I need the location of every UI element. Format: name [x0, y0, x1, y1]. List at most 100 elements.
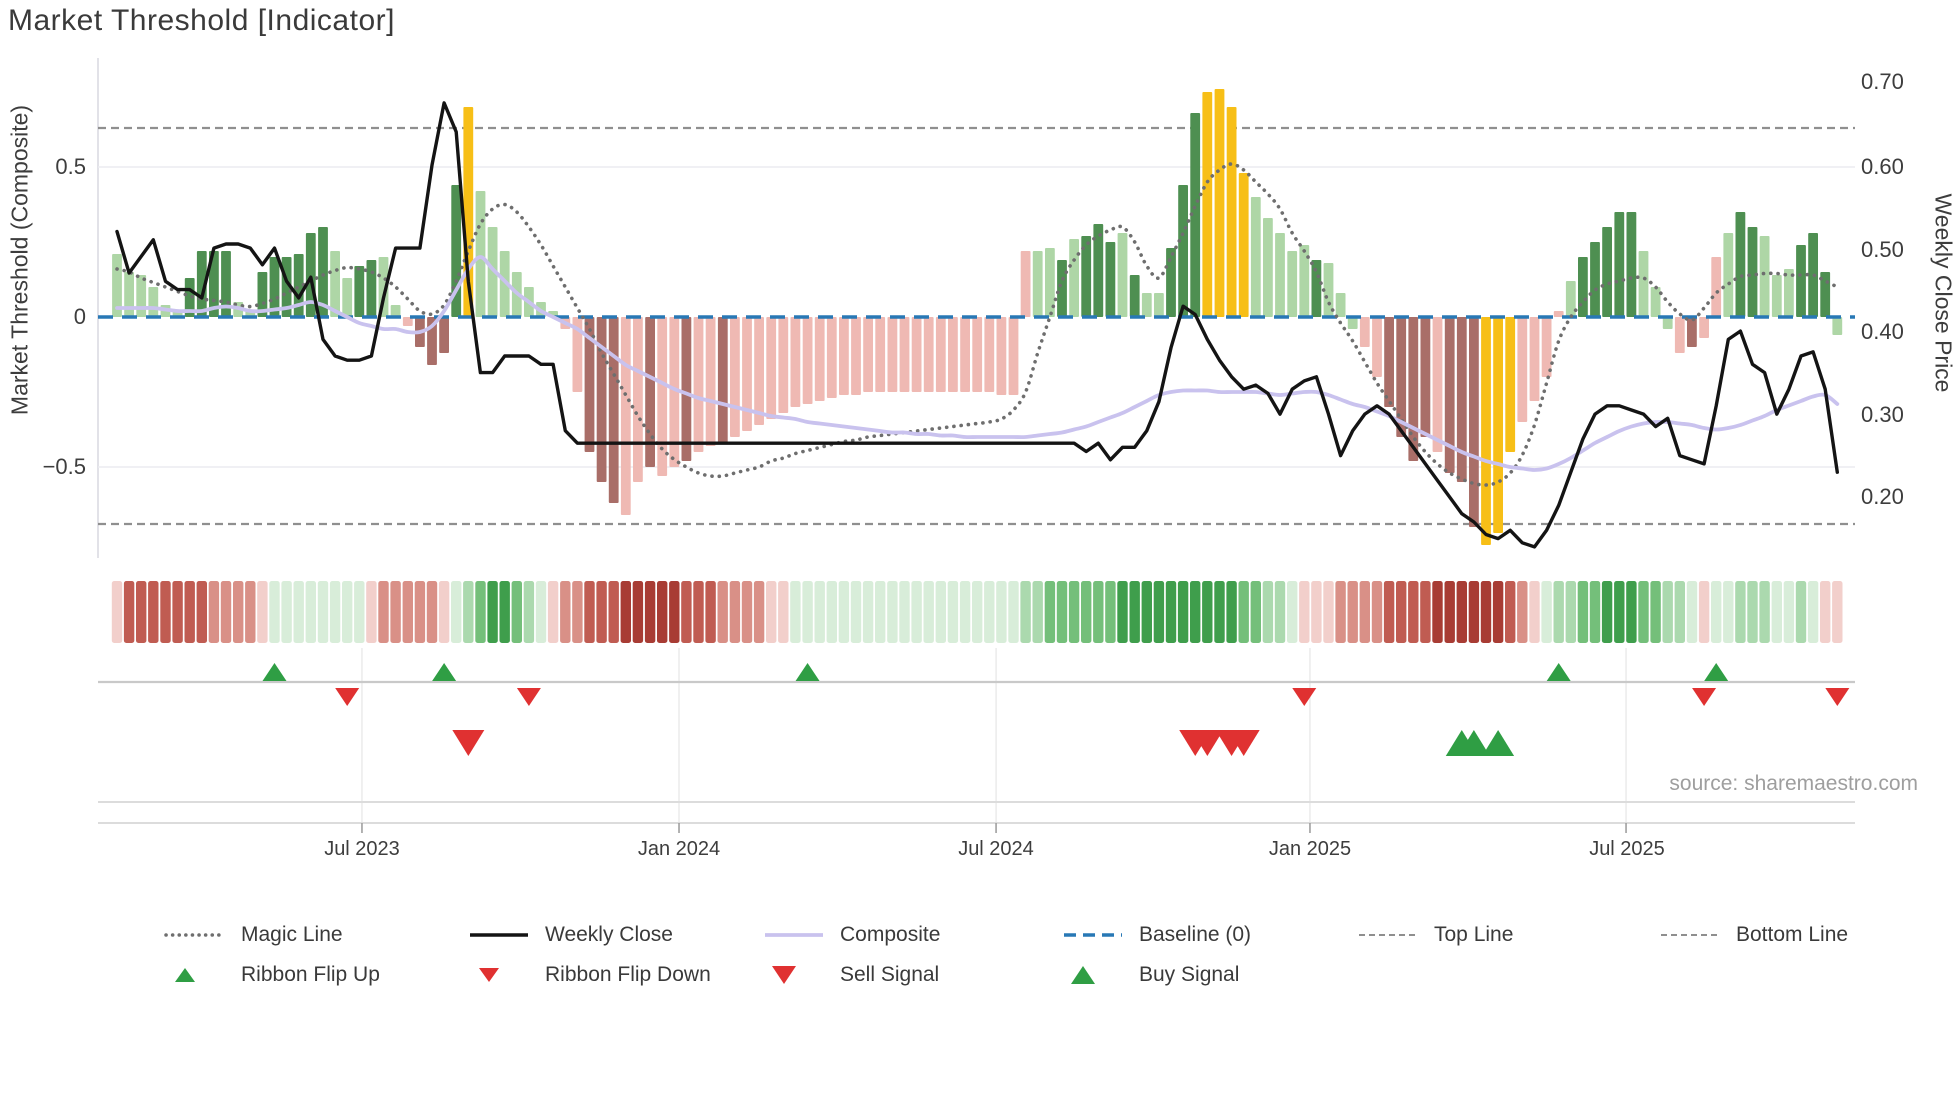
ribbon-heatmap-cell [1081, 581, 1092, 643]
ribbon-heatmap-cell [1529, 581, 1540, 643]
composite-bar [1238, 173, 1249, 317]
composite-bar [1784, 269, 1794, 317]
ribbon-heatmap-cell [111, 581, 123, 643]
ribbon-heatmap-cell [184, 581, 195, 643]
ribbon-heatmap-cell [1396, 581, 1407, 643]
ribbon-heatmap-cell [693, 581, 704, 643]
buy-signal-marker [1457, 730, 1490, 756]
ribbon-heatmap-cell [959, 581, 971, 643]
composite-bar [620, 317, 631, 515]
composite-bar [1008, 317, 1019, 395]
y-right-tick-060: 0.60 [1861, 154, 1904, 179]
y-axis-right-title: Weekly Close Price [1930, 193, 1957, 393]
ribbon-heatmap-cell [1795, 581, 1807, 643]
ribbon-heatmap-cell [1408, 581, 1419, 643]
composite-bar [1141, 293, 1152, 317]
composite-bar [572, 317, 583, 392]
composite-bar [935, 317, 946, 392]
ribbon-heatmap-cell [269, 581, 280, 643]
composite-bar [1723, 233, 1734, 317]
y-right-tick-020: 0.20 [1861, 484, 1904, 509]
composite-bar [1359, 317, 1370, 347]
legend-label: Ribbon Flip Down [545, 963, 711, 986]
composite-bar [875, 317, 886, 392]
ribbon-heatmap-cell [342, 581, 353, 643]
ribbon-heatmap-cell [1783, 581, 1795, 643]
composite-bar [1214, 89, 1225, 317]
composite-bar [257, 272, 268, 317]
composite-bar [1796, 245, 1806, 317]
x-tick-jan-2025: Jan 2025 [1268, 838, 1352, 860]
page-title: Market Threshold [Indicator] [8, 4, 395, 37]
composite-bar [354, 266, 365, 317]
ribbon-heatmap-cell [1456, 581, 1467, 643]
ribbon-heatmap-cell [148, 581, 159, 643]
composite-swatch-icon [765, 933, 823, 937]
ribbon-heatmap-cell [1020, 581, 1031, 643]
ribbon-heatmap-cell [1747, 581, 1758, 643]
ribbon-heatmap-cell [1492, 581, 1504, 643]
composite-bar [390, 305, 401, 317]
ribbon-heatmap-cell [1686, 581, 1698, 643]
ribbon-heatmap-cell [281, 581, 292, 643]
ribbon-heatmap-cell [887, 581, 898, 643]
source-credit: source: sharemaestro.com [1669, 772, 1918, 795]
ribbon-heatmap-cell [1008, 581, 1019, 643]
legend-item-top-line: Top Line [1356, 920, 1513, 950]
legend-item-magic-line: Magic Line [163, 920, 343, 950]
ribbon-heatmap-cell [1202, 581, 1213, 643]
composite-bar [136, 275, 147, 317]
ribbon-heatmap-cell [1638, 581, 1649, 643]
ribbon-heatmap-cell [233, 581, 244, 643]
ribbon-heatmap-cell [463, 581, 474, 643]
ribbon-heatmap-cell [850, 581, 862, 643]
composite-bar [645, 317, 655, 467]
composite-bar [1687, 317, 1697, 347]
ribbon-heatmap-cell [911, 581, 922, 643]
y-right-tick-070: 0.70 [1861, 69, 1904, 94]
ribbon-heatmap-cell [1759, 581, 1770, 643]
composite-bar [1032, 251, 1043, 317]
x-tick-jul-2025: Jul 2025 [1589, 838, 1665, 860]
composite-bar [754, 317, 764, 425]
baseline-swatch-icon [1064, 933, 1122, 937]
composite-bar [1638, 251, 1649, 317]
composite-bar [790, 317, 801, 407]
composite-bar [984, 317, 995, 392]
composite-bar [1178, 185, 1188, 317]
ribbon-heatmap-cell [305, 581, 316, 643]
ribbon-heatmap-cell [1662, 581, 1673, 643]
composite-bar [1045, 248, 1055, 317]
ribbon-heatmap-cell [1735, 581, 1746, 643]
ribbon-heatmap-cell [475, 581, 486, 643]
composite-bar [1674, 317, 1685, 353]
ribbon-heatmap-cell [1420, 581, 1431, 643]
composite-bar [972, 317, 983, 392]
ribbon-heatmap-cell [1129, 581, 1140, 643]
composite-bar [851, 317, 861, 395]
composite-bar [1614, 212, 1625, 317]
ribbon-flip-up-marker [1704, 663, 1729, 681]
ribbon-heatmap-cell [196, 581, 207, 643]
ribbon-heatmap-cell [1553, 581, 1564, 643]
ribbon-flip-down-marker [516, 688, 541, 706]
composite-bar [487, 227, 498, 317]
ribbon-heatmap-cell [1299, 581, 1310, 643]
ribbon-heatmap-cell [1323, 581, 1334, 643]
composite-bar [1105, 242, 1116, 317]
legend-item-baseline: Baseline (0) [1061, 920, 1251, 950]
ribbon-heatmap-cell [1674, 581, 1685, 643]
ribbon-heatmap-cell [1723, 581, 1734, 643]
ribbon-heatmap-cell [172, 581, 183, 643]
y-right-tick-030: 0.30 [1861, 402, 1904, 427]
ribbon-heatmap-cell [560, 581, 571, 643]
magic-line [115, 162, 1840, 487]
composite-bar [778, 317, 789, 413]
composite-bar [1469, 317, 1479, 527]
composite-bar [1808, 233, 1818, 317]
composite-bar [1590, 242, 1600, 317]
ribbon-heatmap-cell [657, 581, 668, 643]
ribbon-heatmap-cell [620, 581, 631, 643]
composite-bar [1226, 107, 1237, 317]
